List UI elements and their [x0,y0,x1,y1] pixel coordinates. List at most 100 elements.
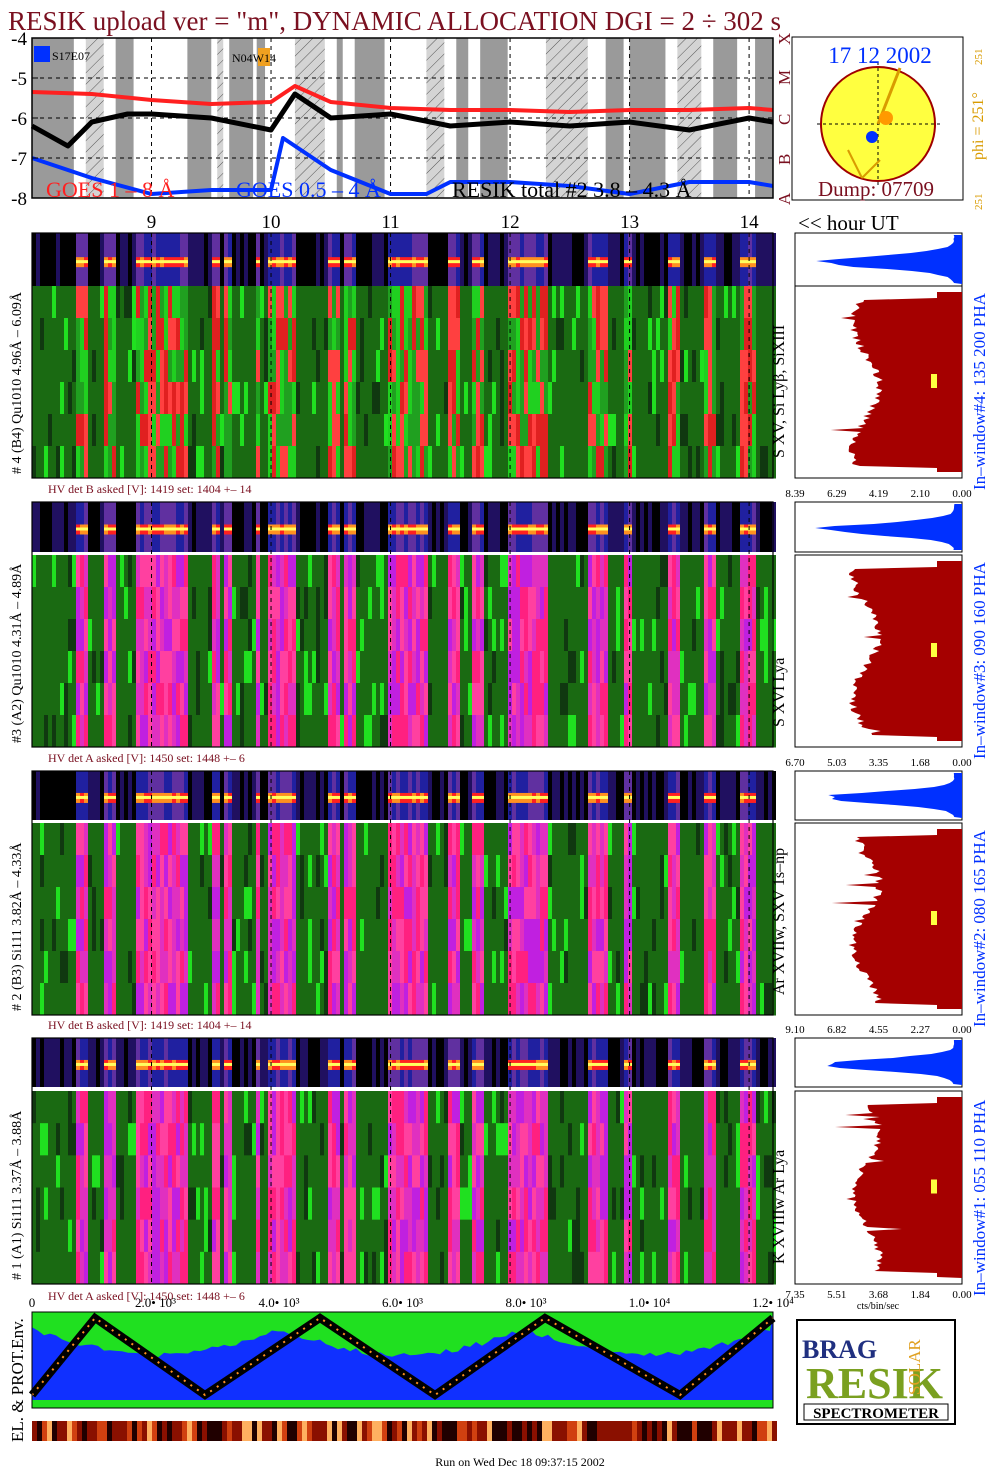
heatmap-cell [576,318,580,351]
heatmap-cell [564,286,568,319]
heatmap-cell [532,823,536,856]
profile-x-tick-label: 6.29 [827,488,847,500]
strip-column [500,502,504,552]
profile-x-tick-label: 4.19 [869,488,889,500]
heatmap-cell [376,555,380,588]
heatmap-cell [728,414,732,447]
heatmap-cell [96,286,100,319]
strip-column [444,502,448,552]
heatmap-cell [576,382,580,415]
heatmap-cell [432,715,436,748]
heatmap-cell [576,951,580,984]
heatmap-cell [256,919,260,952]
heatmap-cell [564,715,568,748]
strip-core [744,1063,748,1066]
heatmap-cell [312,414,316,447]
strip-column [320,502,324,552]
heatmap-cell [632,318,636,351]
heatmap-cell [488,683,492,716]
heatmap-cell [252,619,256,652]
heatmap-cell [40,619,44,652]
heatmap-cell [680,446,684,479]
strip-column [120,1038,124,1087]
heatmap-cell [180,651,184,684]
heatmap-cell [480,983,484,1016]
heatmap-cell [260,951,264,984]
heatmap-cell [124,651,128,684]
strip-core [404,796,408,799]
heatmap-cell [64,951,68,984]
heatmap-cell [396,983,400,1016]
heatmap-cell [732,318,736,351]
heatmap-cell [444,887,448,920]
heatmap-cell [484,823,488,856]
strip-core [76,796,80,799]
strip-core [536,796,540,799]
heatmap-cell [540,555,544,588]
heatmap-cell [660,446,664,479]
heatmap-cell [448,382,452,415]
strip-column [252,233,256,286]
goes-class-letter: B [775,154,794,165]
heatmap-cell [512,715,516,748]
heatmap-cell [740,619,744,652]
heatmap-cell [304,951,308,984]
heatmap-cell [336,587,340,620]
heatmap-cell [356,587,360,620]
strip-column [444,233,448,286]
heatmap-cell [412,651,416,684]
channel-hv-text: HV det A asked [V]: 1450 set: 1448 +– 6 [48,751,245,765]
strip-core [388,796,392,799]
heatmap-cell [576,587,580,620]
heatmap-cell [120,350,124,383]
heatmap-cell [584,318,588,351]
heatmap-cell [596,382,600,415]
strip-column [340,771,344,820]
heatmap-cell [420,983,424,1016]
heatmap-cell [264,318,268,351]
heatmap-cell [636,651,640,684]
heatmap-cell [220,651,224,684]
heatmap-cell [756,318,760,351]
heatmap-cell [248,919,252,952]
heatmap-cell [716,823,720,856]
heatmap-cell [660,318,664,351]
heatmap-cell [184,951,188,984]
heatmap-cell [380,983,384,1016]
strip-core [412,796,416,799]
heatmap-cell [516,683,520,716]
heatmap-cell [420,414,424,447]
strip-column [488,233,492,286]
heatmap-cell [528,286,532,319]
heatmap-cell [56,1220,60,1253]
heatmap-cell [404,715,408,748]
heatmap-cell [56,446,60,479]
heatmap-cell [188,983,192,1016]
heatmap-cell [556,887,560,920]
heatmap-cell [660,823,664,856]
heatmap-cell [88,1155,92,1188]
heatmap-cell [200,446,204,479]
heatmap-cell [260,414,264,447]
strip-column [240,771,244,820]
heatmap-cell [144,919,148,952]
heatmap-cell [424,983,428,1016]
heatmap-cell [760,555,764,588]
heatmap-cell [288,414,292,447]
heatmap-cell [684,855,688,888]
heatmap-cell [284,587,288,620]
heatmap-cell [524,887,528,920]
heatmap-cell [264,823,268,856]
heatmap-cell [708,855,712,888]
heatmap-cell [68,555,72,588]
heatmap-cell [668,651,672,684]
heatmap-cell [432,318,436,351]
strip-core [528,528,532,531]
heatmap-cell [368,286,372,319]
heatmap-cell [624,823,628,856]
heatmap-cell [352,318,356,351]
heatmap-cell [216,715,220,748]
strip-column [564,771,568,820]
